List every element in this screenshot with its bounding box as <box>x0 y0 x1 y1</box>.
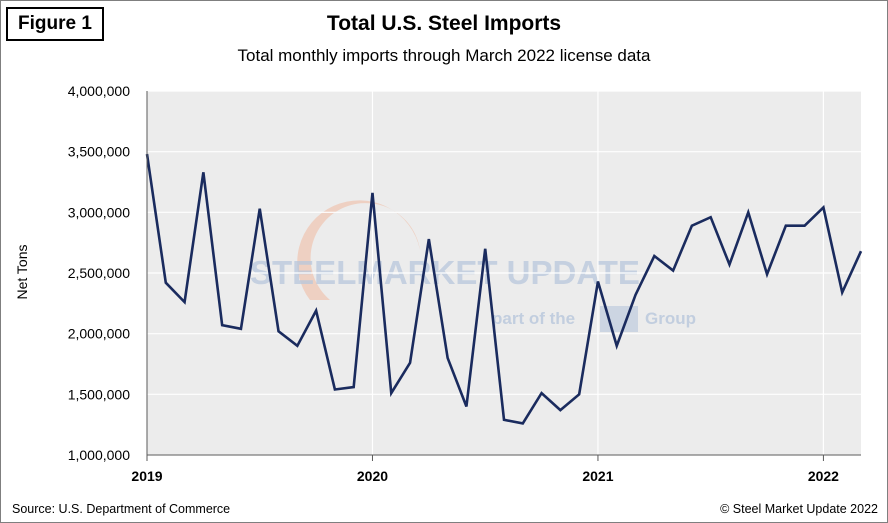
y-tick-label: 3,500,000 <box>68 144 130 160</box>
y-tick-label: 2,500,000 <box>68 265 130 281</box>
y-tick-label: 1,000,000 <box>68 447 130 463</box>
y-tick-label: 1,500,000 <box>68 386 130 402</box>
x-tick-label: 2019 <box>131 468 162 484</box>
x-tick-label: 2021 <box>582 468 613 484</box>
copyright-note: © Steel Market Update 2022 <box>720 502 878 516</box>
y-tick-label: 3,000,000 <box>68 204 130 220</box>
y-tick-label: 4,000,000 <box>68 83 130 99</box>
figure-label: Figure 1 <box>6 7 104 41</box>
source-note: Source: U.S. Department of Commerce <box>12 502 231 516</box>
chart-subtitle: Total monthly imports through March 2022… <box>237 46 651 65</box>
x-tick-label: 2022 <box>808 468 839 484</box>
y-tick-label: 2,000,000 <box>68 326 130 342</box>
watermark-group-text: Group <box>645 309 696 328</box>
series-line <box>145 153 863 425</box>
chart-title: Total U.S. Steel Imports <box>326 12 562 35</box>
x-tick-label: 2020 <box>357 468 388 484</box>
watermark-tagline: part of the <box>492 309 575 328</box>
watermark-swoosh <box>297 200 420 300</box>
